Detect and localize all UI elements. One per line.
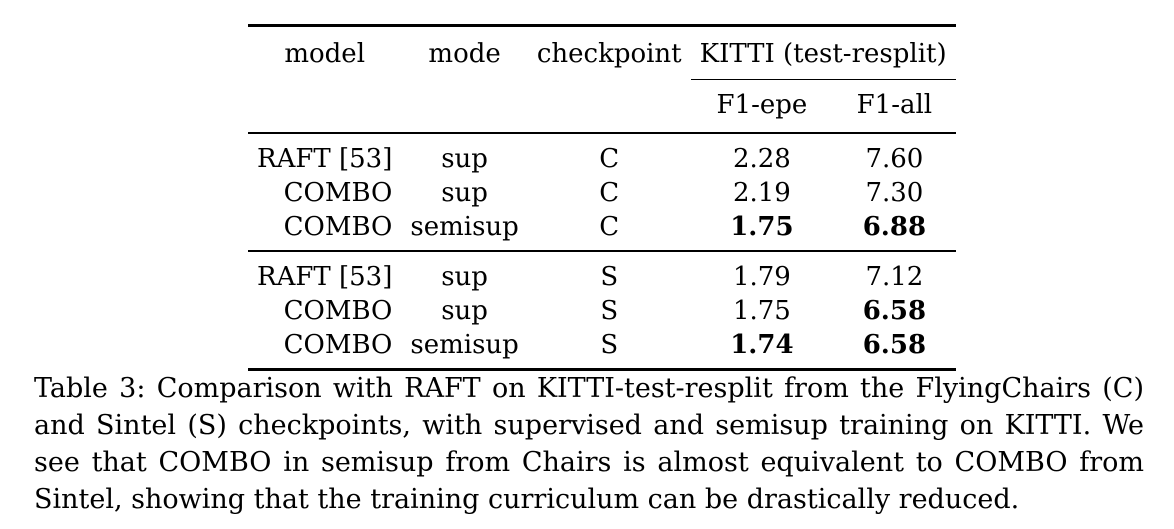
header-f1-epe: F1-epe (716, 90, 808, 120)
cell-model: COMBO (283, 296, 393, 326)
cell-f1-epe: 1.75 (732, 296, 791, 326)
cell-checkpoint: S (600, 296, 619, 326)
header-row-2: F1-epe F1-all (248, 80, 956, 134)
header-empty-mode (401, 80, 527, 134)
table-row: COMBO semisup S 1.74 6.58 (248, 328, 956, 371)
cell-f1-all: 7.30 (865, 178, 924, 208)
results-table-container: model mode checkpoint KITTI (test-respli… (248, 24, 956, 371)
cell-f1-all: 7.12 (833, 250, 956, 294)
cell-model: COMBO (248, 328, 402, 371)
cell-f1-epe-best: 1.75 (730, 212, 794, 242)
cell-mode: sup (401, 250, 528, 294)
table-caption: Table 3: Comparison with RAFT on KITTI-t… (34, 373, 1144, 515)
header-checkpoint: checkpoint (527, 24, 691, 80)
table-row: RAFT [53] sup C 2.28 7.60 (248, 132, 956, 176)
cell-f1-all-best: 6.58 (862, 296, 927, 326)
cell-f1-all-best: 6.88 (862, 212, 927, 242)
cell-model: RAFT [53] (248, 250, 402, 294)
cell-model: COMBO (283, 178, 393, 208)
cell-checkpoint: C (527, 132, 691, 176)
cell-f1-epe-best: 1.74 (690, 328, 834, 371)
cell-mode: sup (441, 178, 488, 208)
cell-checkpoint: C (599, 178, 620, 208)
cell-mode: semisup (401, 328, 528, 371)
cell-f1-all-best: 6.58 (833, 328, 956, 371)
header-empty-model (248, 80, 401, 134)
header-empty-checkpoint (528, 80, 691, 134)
cell-model: COMBO (283, 212, 393, 242)
header-kitti-group: KITTI (test-resplit) (690, 24, 956, 80)
cell-mode: semisup (410, 212, 519, 242)
table-row: COMBO sup C 2.19 7.30 (248, 176, 956, 210)
header-mode: mode (401, 24, 528, 80)
cell-f1-epe: 1.79 (690, 250, 834, 294)
header-f1-all: F1-all (856, 90, 933, 120)
cell-checkpoint: S (527, 250, 691, 294)
cell-f1-all: 7.60 (833, 132, 956, 176)
results-table: model mode checkpoint KITTI (test-respli… (248, 24, 956, 371)
cell-f1-epe: 2.28 (690, 132, 834, 176)
header-row-1: model mode checkpoint KITTI (test-respli… (248, 24, 956, 80)
table-row: RAFT [53] sup S 1.79 7.12 (248, 250, 956, 294)
table-row: COMBO semisup C 1.75 6.88 (248, 210, 956, 251)
cell-checkpoint: C (599, 212, 620, 242)
cell-mode: sup (441, 296, 488, 326)
cell-model: RAFT [53] (248, 132, 402, 176)
cell-checkpoint: S (527, 328, 691, 371)
cell-f1-epe: 2.19 (732, 178, 791, 208)
cell-mode: sup (401, 132, 528, 176)
header-model: model (248, 24, 402, 80)
table-row: COMBO sup S 1.75 6.58 (248, 294, 956, 328)
